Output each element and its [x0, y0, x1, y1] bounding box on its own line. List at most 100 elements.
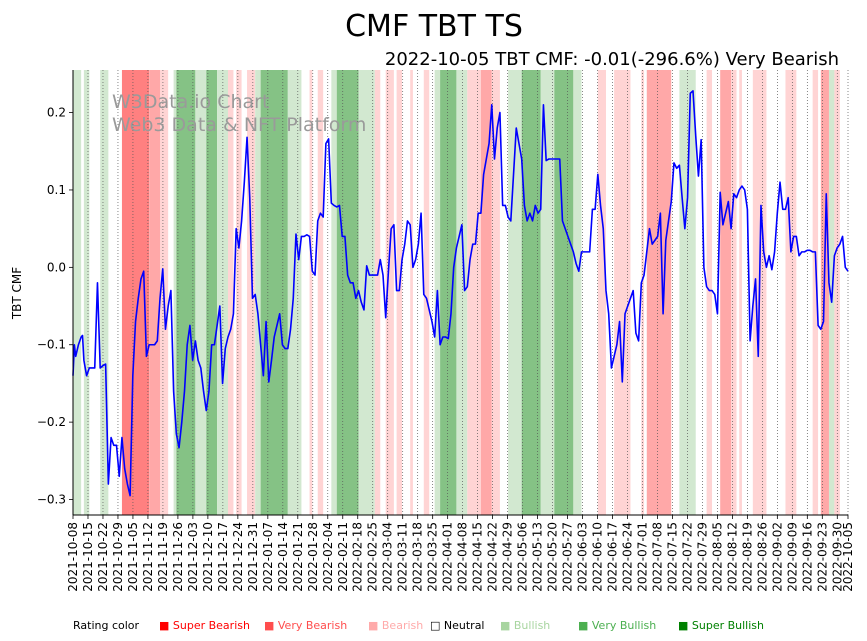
x-tick-label-2021-11-12: 2021-11-12 [141, 522, 155, 592]
series-line [72, 90, 849, 497]
x-tick-label-2022-02-04: 2022-02-04 [321, 522, 335, 592]
chart-subtitle: 2022-10-05 TBT CMF: -0.01(-296.6%) Very … [385, 49, 839, 70]
axes [72, 70, 848, 516]
band-very-bearish-44 [720, 70, 732, 515]
x-tick-label-2022-06-03: 2022-06-03 [576, 522, 590, 592]
x-tick-label-2022-09-23: 2022-09-23 [815, 522, 829, 592]
x-tick-label-2022-03-11: 2022-03-11 [396, 522, 410, 592]
band-bearish-22 [374, 70, 381, 515]
band-bearish-23 [385, 70, 394, 515]
y-axis-label: TBT CMF [10, 267, 24, 320]
band-bullish-29 [456, 70, 468, 515]
y-tick-label-1: −0.2 [37, 415, 66, 429]
band-bearish-45 [731, 70, 737, 515]
x-tick-label-2021-12-03: 2021-12-03 [186, 522, 200, 592]
band-bearish-17 [309, 70, 313, 515]
x-tick-label-2021-11-05: 2021-11-05 [126, 522, 140, 592]
watermark-line-2: Web3 Data & NFT Platform [112, 114, 366, 136]
x-tick-label-2022-07-22: 2022-07-22 [680, 522, 694, 592]
series-line-tbt-cmf [72, 90, 849, 497]
band-bullish-19 [331, 70, 337, 515]
band-bullish-8 [195, 70, 207, 515]
x-tick-label-2021-12-24: 2021-12-24 [231, 522, 245, 592]
band-bearish-39 [614, 70, 631, 515]
x-tick-label-2022-05-20: 2022-05-20 [546, 522, 560, 592]
x-tick-label-2021-12-31: 2021-12-31 [246, 522, 260, 592]
legend-item-very-bearish: ■ Very Bearish [264, 619, 347, 632]
x-tick-label-2022-09-09: 2022-09-09 [785, 522, 799, 592]
x-tick-label-2022-07-08: 2022-07-08 [650, 522, 664, 592]
x-tick-label-2022-08-05: 2022-08-05 [710, 522, 724, 592]
band-bullish-16 [287, 70, 302, 515]
y-tick-label-0: −0.3 [37, 493, 66, 507]
chart-title: CMF TBT TS [345, 9, 523, 44]
band-very-bullish-9 [206, 70, 218, 515]
x-tick-label-2022-08-12: 2022-08-12 [725, 522, 739, 592]
band-bullish-37 [573, 70, 582, 515]
legend-item-super-bullish: ■ Super Bullish [678, 619, 764, 632]
band-bearish-13 [247, 70, 256, 515]
band-bearish-18 [317, 70, 324, 515]
band-bullish-0 [73, 70, 82, 515]
x-tick-label-2021-10-08: 2021-10-08 [66, 522, 80, 592]
x-tick-label-2022-09-02: 2022-09-02 [770, 522, 784, 592]
y-ticks: −0.3 −0.2 −0.1 0.0 0.1 0.2 [37, 106, 73, 507]
legend-title: Rating color [73, 619, 140, 632]
band-bearish-11 [228, 70, 234, 515]
y-tick-label-2: −0.1 [37, 338, 66, 352]
x-tick-label-2022-03-25: 2022-03-25 [426, 522, 440, 592]
band-very-bullish-20 [336, 70, 359, 515]
legend-item-bullish: ■ Bullish [500, 619, 550, 632]
band-bullish-14 [255, 70, 261, 515]
band-bearish-38 [597, 70, 606, 515]
x-tick-label-2022-07-29: 2022-07-29 [695, 522, 709, 592]
x-tick-label-2021-11-19: 2021-11-19 [156, 522, 170, 592]
x-tick-label-2022-03-04: 2022-03-04 [381, 522, 395, 592]
x-tick-label-2022-04-29: 2022-04-29 [501, 522, 515, 592]
band-bullish-2 [100, 70, 109, 515]
band-bearish-30 [467, 70, 481, 515]
band-bullish-21 [358, 70, 375, 515]
y-tick-label-4: 0.1 [47, 183, 66, 197]
x-tick-label-2021-10-29: 2021-10-29 [111, 522, 125, 592]
x-tick-label-2022-10-05: 2022-10-05 [841, 522, 855, 592]
band-very-bullish-34 [521, 70, 541, 515]
y-tick-label-5: 0.2 [47, 106, 66, 120]
watermark-line-1: W3Data.io Chart [112, 91, 269, 113]
x-tick-label-2022-02-11: 2022-02-11 [336, 522, 350, 592]
band-bearish-26 [423, 70, 430, 515]
y-tick-label-3: 0.0 [47, 260, 66, 274]
band-bearish-43 [706, 70, 713, 515]
band-very-bearish-4 [149, 70, 161, 515]
band-very-bearish-41 [646, 70, 672, 515]
x-tick-label-2022-05-27: 2022-05-27 [561, 522, 575, 592]
band-bearish-25 [410, 70, 413, 515]
watermark: W3Data.io Chart Web3 Data & NFT Platform [112, 91, 366, 136]
band-bearish-32 [491, 70, 500, 515]
x-tick-label-2022-06-10: 2022-06-10 [591, 522, 605, 592]
band-very-bullish-28 [440, 70, 457, 515]
band-bearish-12 [236, 70, 242, 515]
x-tick-label-2021-11-26: 2021-11-26 [171, 522, 185, 592]
legend: Rating color ■ Super Bearish ■ Very Beari… [73, 619, 764, 632]
band-bullish-1 [83, 70, 90, 515]
band-bearish-50 [812, 70, 819, 515]
rating-bands [73, 70, 840, 515]
x-tick-label-2022-06-17: 2022-06-17 [606, 522, 620, 592]
band-bearish-48 [760, 70, 767, 515]
x-tick-label-2022-04-15: 2022-04-15 [471, 522, 485, 592]
x-tick-label-2022-08-19: 2022-08-19 [740, 522, 754, 592]
x-tick-label-2021-10-15: 2021-10-15 [81, 522, 95, 592]
band-bullish-33 [508, 70, 522, 515]
band-bearish-46 [739, 70, 742, 515]
x-tick-label-2022-07-15: 2022-07-15 [665, 522, 679, 592]
x-tick-label-2022-08-26: 2022-08-26 [755, 522, 769, 592]
x-tick-label-2022-05-13: 2022-05-13 [531, 522, 545, 592]
x-tick-label-2022-04-01: 2022-04-01 [441, 522, 455, 592]
x-tick-label-2021-12-10: 2021-12-10 [201, 522, 215, 592]
x-ticks: 2021-10-08 2021-10-15 2021-10-22 2021-10-29… [66, 515, 855, 592]
x-tick-label-2022-04-08: 2022-04-08 [456, 522, 470, 592]
x-tick-label-2022-01-07: 2022-01-07 [261, 522, 275, 592]
band-very-bearish-31 [480, 70, 492, 515]
